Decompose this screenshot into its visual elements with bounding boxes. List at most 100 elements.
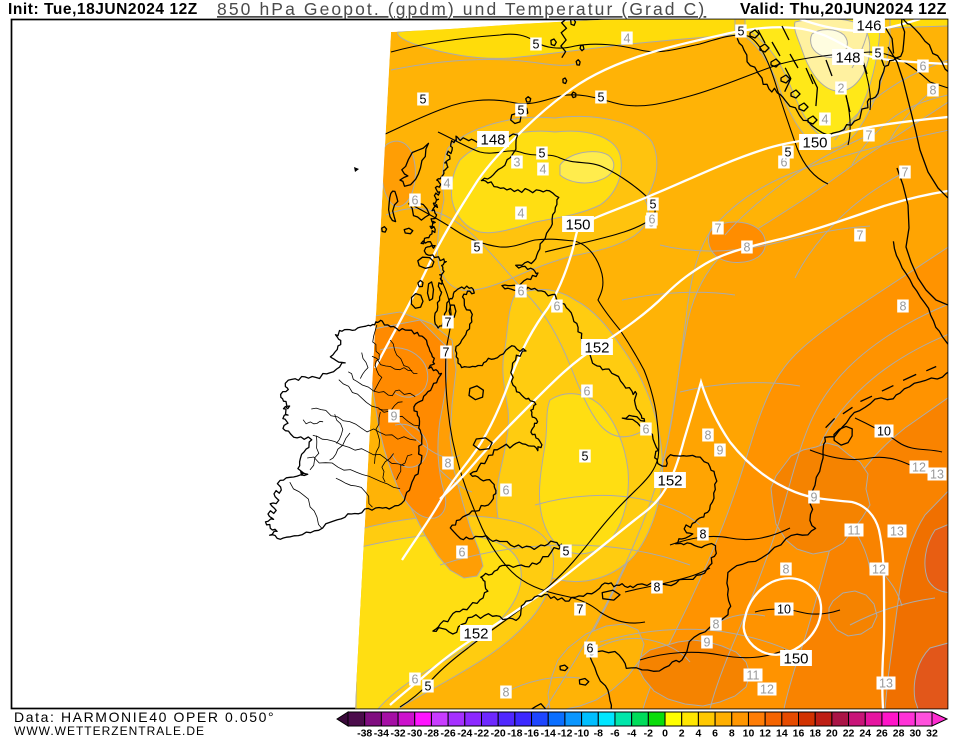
svg-text:8: 8 (783, 563, 790, 577)
svg-text:146: 146 (856, 18, 881, 35)
svg-text:-4: -4 (627, 728, 636, 740)
svg-text:-18: -18 (507, 728, 522, 740)
svg-text:8: 8 (503, 686, 510, 700)
svg-text:12: 12 (872, 563, 886, 577)
svg-text:152: 152 (584, 340, 609, 357)
svg-text:-10: -10 (574, 728, 589, 740)
svg-text:12: 12 (912, 461, 926, 475)
svg-text:4: 4 (624, 32, 631, 46)
svg-text:5: 5 (425, 680, 432, 694)
svg-text:4: 4 (540, 163, 547, 177)
svg-text:9: 9 (717, 444, 724, 458)
svg-text:-16: -16 (524, 728, 539, 740)
svg-text:28: 28 (893, 728, 905, 740)
svg-text:7: 7 (577, 603, 584, 617)
svg-text:4: 4 (444, 177, 451, 191)
svg-text:-34: -34 (374, 728, 389, 740)
svg-text:11: 11 (848, 524, 861, 538)
svg-text:5: 5 (533, 38, 540, 52)
svg-text:26: 26 (876, 728, 888, 740)
svg-text:9: 9 (811, 491, 818, 505)
svg-text:6: 6 (503, 484, 510, 498)
svg-text:6: 6 (920, 60, 927, 74)
svg-text:6: 6 (587, 642, 594, 656)
svg-text:32: 32 (926, 728, 938, 740)
svg-text:13: 13 (890, 525, 904, 539)
svg-text:5: 5 (785, 146, 792, 160)
svg-text:22: 22 (843, 728, 855, 740)
svg-text:3: 3 (514, 156, 521, 170)
svg-text:8: 8 (654, 581, 661, 595)
svg-text:10: 10 (877, 425, 891, 439)
svg-text:4: 4 (518, 207, 525, 221)
svg-text:WWW.WETTERZENTRALE.DE: WWW.WETTERZENTRALE.DE (14, 724, 205, 738)
svg-text:850 hPa Geopot. (gpdm) und Tem: 850 hPa Geopot. (gpdm) und Temperatur (G… (217, 0, 706, 19)
svg-text:9: 9 (704, 636, 711, 650)
svg-text:6: 6 (781, 156, 788, 170)
svg-text:7: 7 (445, 316, 452, 330)
svg-text:5: 5 (518, 104, 525, 118)
svg-text:7: 7 (857, 229, 864, 243)
svg-text:6: 6 (712, 728, 718, 740)
svg-text:13: 13 (930, 468, 944, 482)
svg-text:5: 5 (539, 147, 546, 161)
svg-text:0: 0 (662, 728, 668, 740)
svg-text:5: 5 (738, 25, 745, 39)
svg-text:150: 150 (783, 651, 808, 668)
svg-text:2: 2 (838, 82, 845, 96)
svg-text:5: 5 (420, 93, 427, 107)
svg-text:12: 12 (760, 683, 774, 697)
svg-text:2: 2 (679, 728, 685, 740)
svg-text:5: 5 (582, 450, 589, 464)
svg-text:16: 16 (793, 728, 805, 740)
svg-text:7: 7 (715, 222, 722, 236)
svg-text:20: 20 (826, 728, 838, 740)
svg-text:-28: -28 (424, 728, 439, 740)
svg-text:7: 7 (443, 346, 450, 360)
svg-text:8: 8 (900, 300, 907, 314)
svg-text:-6: -6 (610, 728, 619, 740)
svg-text:6: 6 (649, 213, 656, 227)
svg-text:4: 4 (822, 113, 829, 127)
svg-text:150: 150 (565, 217, 590, 234)
svg-text:6: 6 (643, 423, 650, 437)
svg-text:-14: -14 (541, 728, 556, 740)
svg-text:6: 6 (584, 385, 591, 399)
svg-text:152: 152 (657, 473, 682, 490)
svg-text:24: 24 (859, 728, 871, 740)
svg-text:8: 8 (713, 618, 720, 632)
svg-text:-38: -38 (357, 728, 372, 740)
svg-text:5: 5 (875, 47, 882, 61)
svg-text:6: 6 (412, 194, 419, 208)
svg-text:11: 11 (747, 669, 760, 683)
svg-text:8: 8 (705, 429, 712, 443)
svg-text:150: 150 (802, 135, 827, 152)
svg-text:152: 152 (463, 626, 488, 643)
svg-text:30: 30 (909, 728, 921, 740)
svg-text:9: 9 (391, 410, 398, 424)
svg-text:-32: -32 (390, 728, 405, 740)
svg-text:6: 6 (459, 546, 466, 560)
svg-text:-26: -26 (441, 728, 456, 740)
svg-text:14: 14 (776, 728, 788, 740)
svg-text:5: 5 (598, 91, 605, 105)
svg-text:10: 10 (743, 728, 755, 740)
svg-text:8: 8 (445, 457, 452, 471)
svg-text:Data: HARMONIE40 OPER 0.050°: Data: HARMONIE40 OPER 0.050° (14, 709, 275, 725)
svg-text:8: 8 (930, 84, 937, 98)
svg-text:Init: Tue,18JUN2024 12Z: Init: Tue,18JUN2024 12Z (8, 1, 198, 18)
svg-text:8: 8 (700, 528, 707, 542)
svg-text:7: 7 (866, 129, 873, 143)
svg-text:5: 5 (650, 198, 657, 212)
svg-text:-30: -30 (407, 728, 422, 740)
svg-text:148: 148 (480, 132, 505, 149)
svg-text:-24: -24 (457, 728, 472, 740)
svg-text:-20: -20 (491, 728, 506, 740)
svg-text:5: 5 (474, 241, 481, 255)
svg-text:4: 4 (695, 728, 701, 740)
svg-text:6: 6 (412, 673, 419, 687)
svg-text:13: 13 (879, 677, 893, 691)
svg-text:10: 10 (777, 603, 791, 617)
svg-text:12: 12 (759, 728, 771, 740)
svg-text:8: 8 (744, 241, 751, 255)
